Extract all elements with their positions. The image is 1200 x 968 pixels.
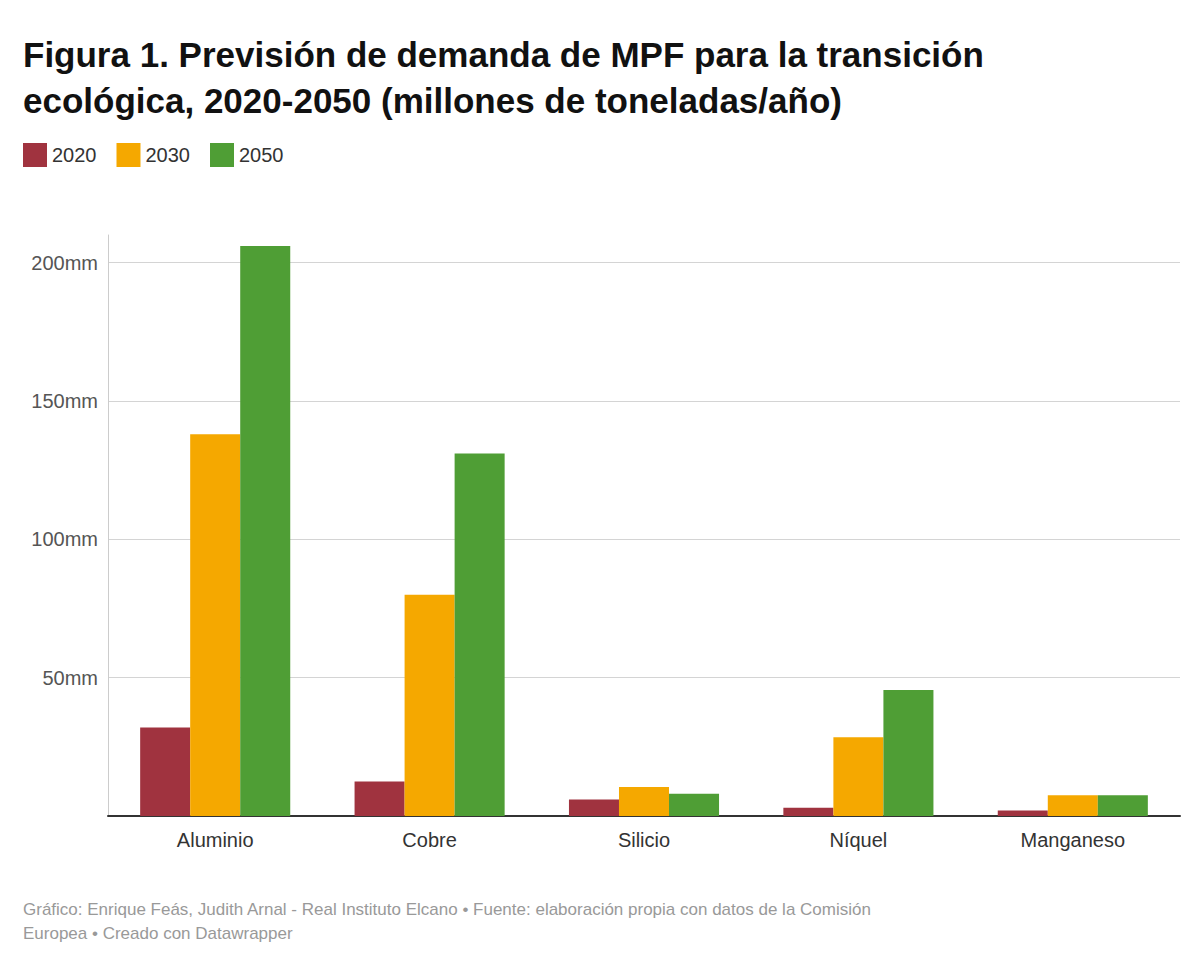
svg-text:150mm: 150mm [31,390,98,412]
svg-text:2050: 2050 [239,144,284,166]
svg-text:Aluminio: Aluminio [177,829,254,851]
svg-text:Níquel: Níquel [829,829,887,851]
svg-text:50mm: 50mm [42,667,98,689]
svg-text:Europea • Creado con Datawrapp: Europea • Creado con Datawrapper [23,924,293,943]
svg-text:100mm: 100mm [31,528,98,550]
svg-text:2020: 2020 [52,144,97,166]
svg-text:200mm: 200mm [31,252,98,274]
svg-text:Cobre: Cobre [402,829,456,851]
svg-text:Figura 1. Previsión de demanda: Figura 1. Previsión de demanda de MPF pa… [23,35,994,74]
svg-text:2030: 2030 [145,144,190,166]
svg-text:ecológica, 2020-2050 (millones: ecológica, 2020-2050 (millones de tonela… [23,81,842,120]
svg-text:Manganeso: Manganeso [1021,829,1126,851]
svg-text:Silicio: Silicio [618,829,670,851]
svg-text:Gráfico: Enrique Feás, Judith: Gráfico: Enrique Feás, Judith Arnal - Re… [23,900,876,919]
